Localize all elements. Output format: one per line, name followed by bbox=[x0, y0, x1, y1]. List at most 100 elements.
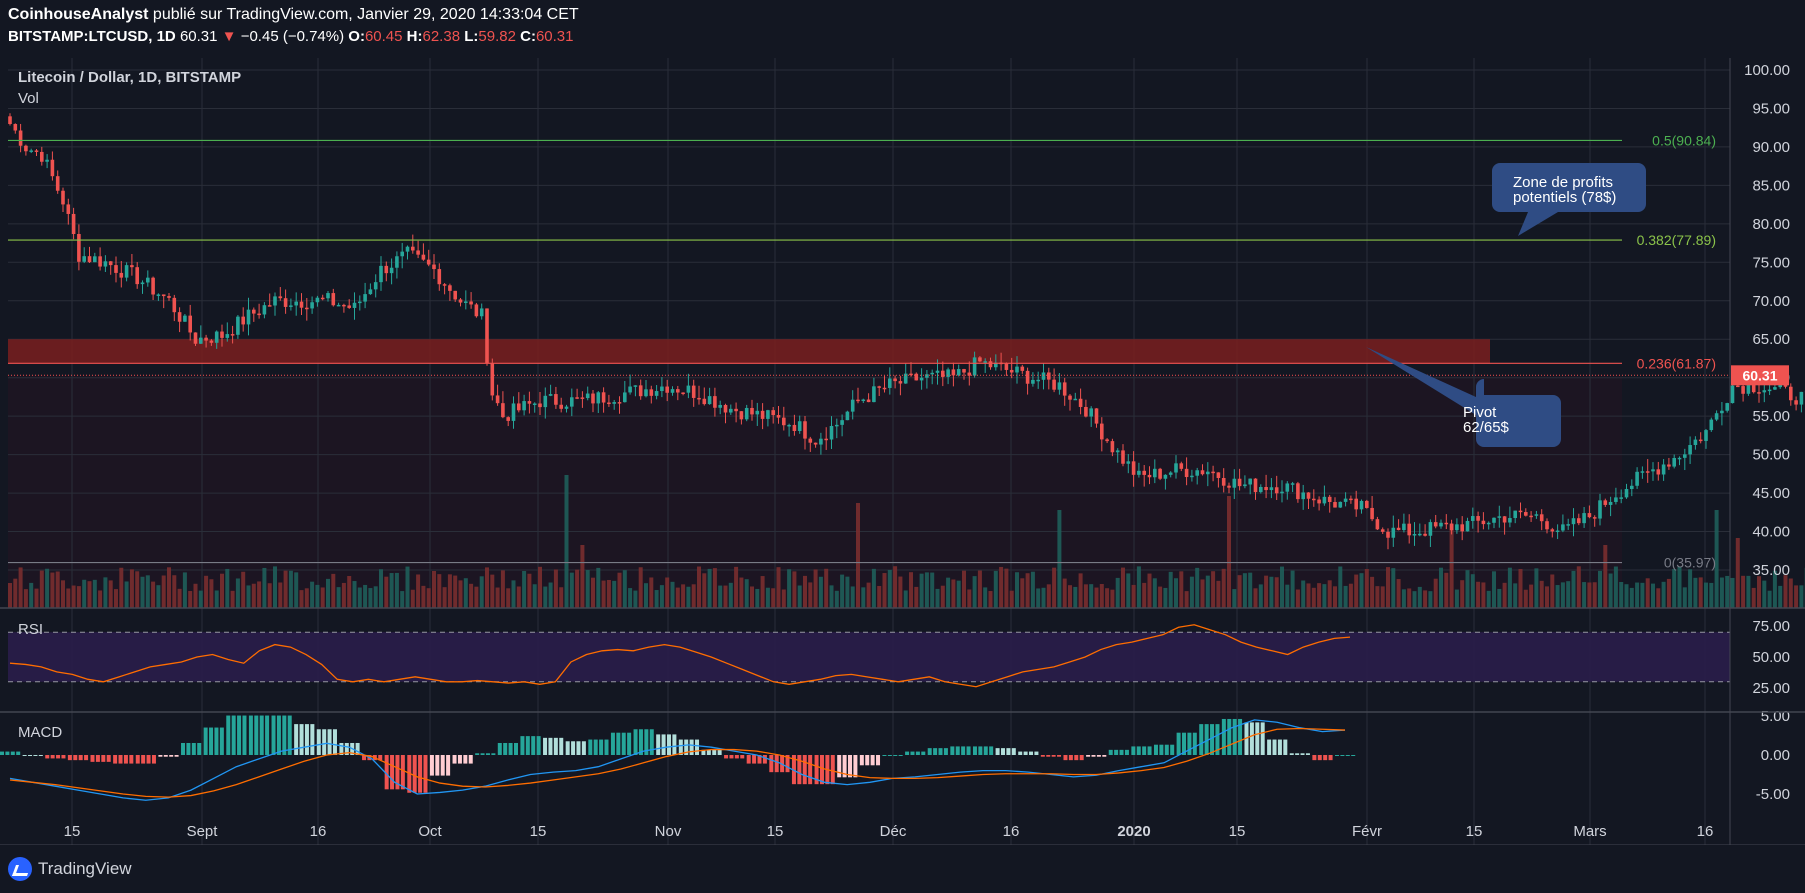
volume-bar bbox=[750, 586, 754, 608]
macd-histogram-bar bbox=[955, 746, 960, 755]
author-name[interactable]: CoinhouseAnalyst bbox=[8, 6, 149, 23]
fib-level-label: 0.382(77.89) bbox=[1637, 232, 1716, 248]
candle-body bbox=[1465, 520, 1470, 532]
volume-bar bbox=[1174, 578, 1178, 608]
volume-bar bbox=[1216, 580, 1221, 608]
volume-bar bbox=[1656, 588, 1661, 608]
candle-body bbox=[135, 267, 139, 285]
candle-body bbox=[416, 250, 420, 255]
volume-bar bbox=[845, 576, 850, 608]
macd-histogram-bar bbox=[33, 755, 38, 756]
candle-body bbox=[1168, 472, 1173, 475]
candle-body bbox=[1047, 372, 1051, 380]
symbol-label[interactable]: BITSTAMP:LTCUSD, 1D bbox=[8, 28, 176, 45]
volume-bar bbox=[1189, 576, 1194, 608]
candle-body bbox=[1645, 471, 1650, 473]
volume-bar bbox=[532, 584, 537, 608]
volume-bar bbox=[813, 569, 818, 608]
macd-histogram-bar bbox=[508, 742, 513, 755]
candle-body bbox=[1683, 454, 1687, 458]
candle-body bbox=[1614, 497, 1618, 502]
macd-histogram-bar bbox=[151, 755, 156, 764]
macd-histogram-bar bbox=[689, 739, 694, 755]
pivot-callout-line2: 62/65$ bbox=[1463, 419, 1510, 436]
candle-body bbox=[941, 370, 945, 377]
volume-bar bbox=[1221, 568, 1226, 608]
macd-histogram-bar bbox=[1340, 755, 1345, 756]
candle-body bbox=[697, 397, 701, 400]
macd-histogram-bar bbox=[1260, 722, 1265, 755]
resistance-zone bbox=[8, 339, 1490, 364]
candle-body bbox=[1126, 461, 1131, 464]
candle-body bbox=[506, 417, 510, 421]
candle-body bbox=[554, 394, 558, 405]
macd-histogram-bar bbox=[322, 729, 327, 755]
macd-histogram-bar bbox=[830, 755, 835, 785]
y-tick-label: 100.00 bbox=[1744, 62, 1790, 79]
candle-body bbox=[1524, 512, 1528, 516]
volume-bar bbox=[294, 572, 299, 608]
macd-histogram-bar bbox=[491, 753, 496, 755]
candle-body bbox=[241, 316, 245, 325]
macd-histogram-bar bbox=[961, 746, 966, 755]
volume-bar bbox=[1401, 589, 1406, 608]
macd-histogram-bar bbox=[774, 755, 779, 773]
macd-histogram-bar bbox=[553, 737, 558, 755]
volume-bar bbox=[691, 584, 696, 608]
open-value: 60.45 bbox=[364, 28, 403, 45]
macd-histogram-bar bbox=[191, 742, 196, 755]
volume-bar bbox=[241, 571, 246, 608]
volume-bar bbox=[559, 587, 564, 608]
candle-body bbox=[66, 204, 71, 214]
macd-histogram-bar bbox=[67, 755, 72, 761]
volume-bar bbox=[760, 576, 765, 608]
macd-histogram-bar bbox=[327, 729, 332, 755]
candle-body bbox=[1078, 398, 1083, 407]
candle-body bbox=[1762, 390, 1767, 393]
volume-bar bbox=[1121, 567, 1125, 608]
volume-bar bbox=[818, 576, 823, 608]
volume-bar bbox=[124, 581, 129, 608]
time-axis[interactable]: 15 Sept 16 Oct 15 Nov 15 Déc 16 2020 15 Févr 15 Mars 1… bbox=[64, 823, 1714, 840]
volume-bar bbox=[357, 587, 362, 608]
candle-body bbox=[1598, 500, 1602, 519]
candle-body bbox=[1407, 523, 1411, 536]
candle-body bbox=[1449, 523, 1454, 531]
volume-bar bbox=[167, 567, 171, 608]
candle-body bbox=[108, 261, 113, 266]
candle-body bbox=[495, 395, 500, 404]
volume-bar bbox=[522, 571, 527, 608]
volume-bar bbox=[55, 571, 60, 608]
candle-body bbox=[1020, 366, 1025, 371]
candle-body bbox=[252, 309, 256, 314]
price-axis[interactable]: 100.00 95.00 90.00 85.00 80.00 75.00 70.00 65.0… bbox=[1731, 62, 1790, 803]
volume-bar bbox=[516, 586, 521, 608]
macd-histogram-bar bbox=[90, 755, 95, 762]
volume-bar bbox=[1131, 584, 1136, 608]
tradingview-logo[interactable]: TradingView bbox=[8, 857, 132, 881]
macd-histogram-bar bbox=[1006, 748, 1011, 755]
volume-bar bbox=[1518, 569, 1523, 608]
volume-bar bbox=[469, 583, 474, 608]
candle-body bbox=[1529, 515, 1533, 518]
macd-histogram-bar bbox=[1272, 739, 1277, 755]
macd-series-line bbox=[9, 719, 1346, 801]
candle-body bbox=[543, 395, 548, 408]
x-tick-label: Oct bbox=[418, 823, 442, 840]
macd-histogram-bar bbox=[1018, 751, 1023, 755]
candle-body bbox=[183, 315, 187, 322]
volume-bar bbox=[1237, 575, 1242, 608]
macd-histogram-bar bbox=[248, 715, 253, 755]
candle-body bbox=[1794, 400, 1798, 405]
volume-bar bbox=[1285, 584, 1290, 608]
candle-body bbox=[1025, 370, 1030, 384]
volume-bar bbox=[1587, 582, 1592, 608]
volume-bar bbox=[135, 571, 140, 608]
volume-bar bbox=[1502, 582, 1507, 608]
candle-body bbox=[829, 425, 834, 440]
volume-bar bbox=[262, 567, 267, 608]
volume-bar bbox=[887, 569, 892, 608]
candle-body bbox=[119, 272, 124, 278]
last-price-tag-label: 60.31 bbox=[1742, 367, 1777, 383]
